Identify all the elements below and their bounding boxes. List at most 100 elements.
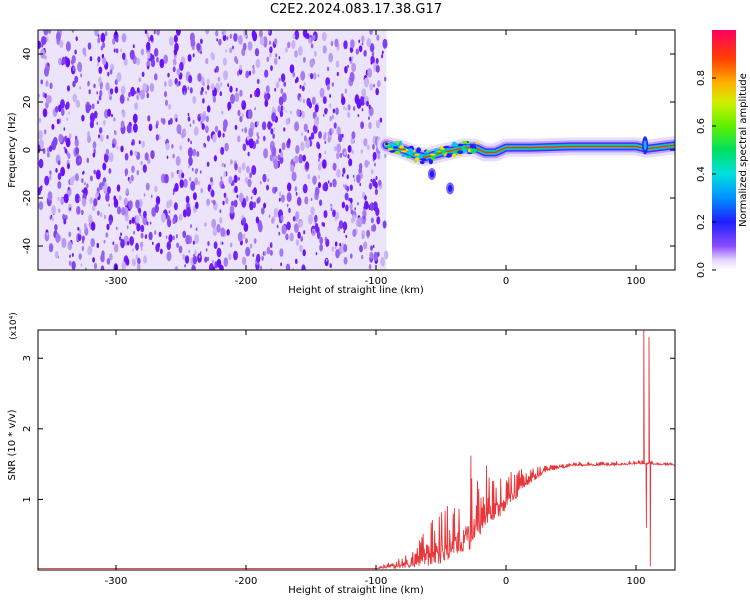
noise-speck [223, 119, 228, 129]
noise-speck [322, 222, 325, 227]
noise-speck [372, 143, 375, 150]
noise-speck [366, 144, 370, 151]
noise-speck [278, 56, 281, 60]
noise-speck [245, 195, 249, 202]
noise-speck [164, 99, 169, 107]
noise-speck [99, 89, 103, 97]
noise-speck [86, 157, 90, 163]
noise-speck [332, 178, 337, 188]
signal-blob [461, 140, 468, 144]
noise-speck [278, 231, 281, 236]
noise-speck [280, 73, 286, 83]
noise-speck [128, 200, 133, 210]
noise-speck [187, 138, 190, 142]
noise-speck [185, 234, 191, 245]
noise-speck [302, 183, 308, 194]
signal-blob [451, 141, 458, 147]
noise-speck [273, 208, 279, 218]
noise-speck [150, 194, 153, 198]
noise-speck [172, 58, 177, 66]
noise-speck [200, 113, 203, 117]
signal-blob [461, 149, 468, 152]
noise-speck [102, 42, 106, 49]
noise-speck [192, 96, 197, 104]
noise-speck [199, 251, 202, 255]
noise-speck [182, 85, 187, 96]
noise-speck [194, 234, 200, 244]
noise-speck [164, 81, 167, 87]
noise-speck [242, 42, 247, 51]
noise-speck [211, 218, 217, 229]
noise-speck [182, 253, 186, 260]
noise-speck [233, 174, 238, 183]
noise-speck [172, 153, 175, 159]
noise-speck [255, 58, 261, 69]
noise-speck [190, 140, 193, 145]
noise-speck [137, 257, 141, 265]
noise-speck [150, 150, 155, 160]
noise-speck [47, 62, 50, 67]
noise-speck [199, 170, 202, 174]
noise-speck [60, 197, 65, 206]
noise-speck [138, 207, 142, 214]
noise-speck [288, 207, 291, 214]
noise-speck [345, 107, 347, 111]
noise-speck [244, 176, 249, 184]
noise-speck [330, 207, 333, 212]
noise-speck [239, 89, 243, 97]
noise-speck [149, 221, 152, 225]
noise-speck [51, 123, 55, 130]
noise-speck [334, 38, 339, 48]
noise-speck [238, 166, 242, 174]
noise-speck [308, 214, 313, 225]
noise-speck [314, 104, 319, 113]
noise-speck [370, 60, 373, 65]
noise-speck [269, 249, 273, 256]
noise-speck [49, 82, 53, 90]
noise-speck [361, 35, 365, 43]
noise-speck [342, 184, 345, 188]
noise-speck [325, 258, 328, 262]
noise-speck [90, 238, 95, 248]
noise-speck [202, 98, 205, 104]
noise-speck [371, 51, 375, 57]
noise-speck [111, 113, 113, 118]
noise-speck [103, 119, 106, 126]
noise-speck [302, 30, 308, 38]
noise-speck [197, 73, 202, 82]
noise-speck [206, 256, 210, 262]
noise-speck [310, 206, 315, 216]
noise-speck [168, 234, 173, 243]
noise-speck [237, 109, 241, 117]
noise-speck [354, 207, 357, 211]
noise-speck [160, 212, 166, 223]
noise-speck [220, 146, 225, 155]
noise-speck [49, 170, 52, 175]
noise-speck [112, 143, 115, 148]
noise-speck [301, 264, 306, 270]
noise-speck [74, 138, 79, 147]
noise-speck [297, 46, 303, 56]
noise-speck [292, 71, 296, 78]
noise-speck [291, 40, 296, 49]
noise-speck [80, 73, 83, 78]
noise-speck [341, 201, 346, 209]
noise-speck [252, 64, 255, 70]
noise-speck [344, 88, 348, 94]
noise-speck [245, 238, 248, 244]
noise-speck [166, 138, 168, 142]
noise-speck [204, 222, 207, 227]
noise-speck [171, 144, 174, 149]
noise-speck [247, 41, 253, 51]
noise-speck [207, 241, 210, 246]
noise-speck [264, 99, 269, 107]
noise-speck [72, 80, 76, 88]
noise-speck [163, 54, 168, 64]
noise-speck [200, 38, 203, 44]
noise-speck [336, 152, 340, 160]
noise-speck [119, 94, 125, 104]
noise-speck [256, 139, 259, 145]
noise-speck [72, 93, 78, 103]
noise-speck [129, 49, 135, 60]
